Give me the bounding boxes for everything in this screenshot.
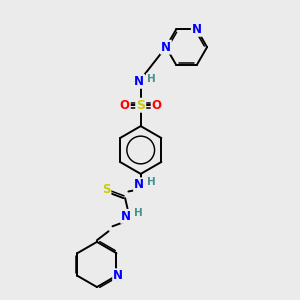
Text: N: N xyxy=(121,210,131,223)
Text: S: S xyxy=(136,99,145,112)
Text: O: O xyxy=(120,99,130,112)
Text: H: H xyxy=(134,208,143,218)
Text: N: N xyxy=(192,23,202,36)
Text: H: H xyxy=(147,176,156,187)
Text: O: O xyxy=(152,99,162,112)
Text: H: H xyxy=(147,74,156,84)
Text: N: N xyxy=(113,269,123,282)
Text: S: S xyxy=(102,183,110,196)
Text: N: N xyxy=(161,40,171,54)
Text: N: N xyxy=(134,178,144,191)
Text: N: N xyxy=(134,75,144,88)
